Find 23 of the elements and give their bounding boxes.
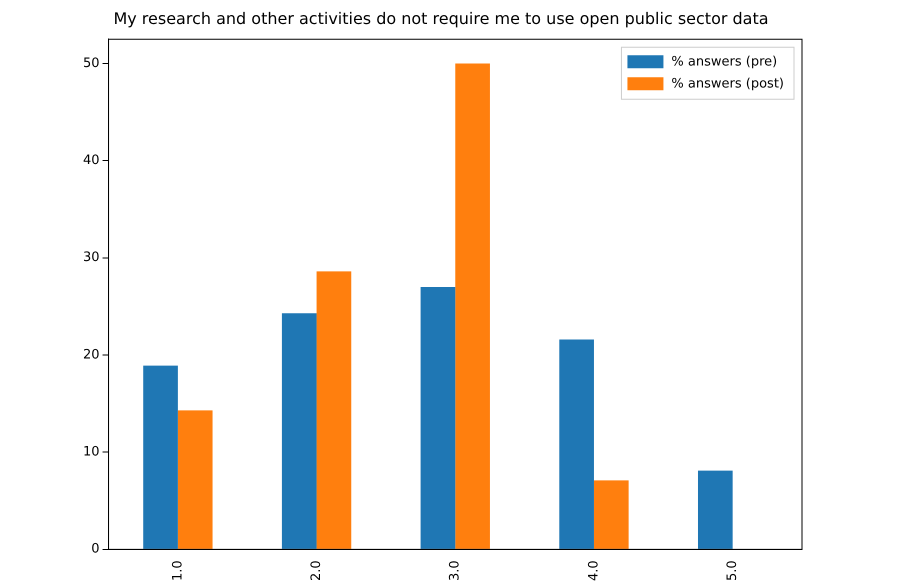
bar (698, 470, 733, 549)
y-tick-label: 30 (82, 250, 100, 266)
bar (178, 410, 213, 549)
x-tick-label: 2.0 (308, 560, 324, 582)
y-tick-label: 20 (82, 347, 100, 362)
x-tick-label: 3.0 (448, 560, 463, 582)
x-tick-label: 4.0 (586, 560, 602, 582)
legend-label: % answers (pre) (671, 54, 778, 70)
y-tick-label: 10 (82, 444, 100, 460)
bar (455, 63, 490, 549)
x-tick-label: 5.0 (725, 560, 740, 582)
bar (594, 480, 629, 549)
bar (143, 366, 178, 549)
bar (559, 339, 594, 549)
y-tick-label: 50 (82, 56, 100, 71)
bar (316, 271, 352, 549)
x-tick-label: 1.0 (170, 560, 186, 582)
y-tick-label: 0 (91, 542, 100, 557)
bar (282, 313, 317, 549)
chart-title: My research and other activities do not require me to use open public sector data (113, 8, 769, 28)
y-tick-label: 40 (82, 153, 100, 168)
legend-label: % answers (post) (671, 76, 784, 92)
bar (420, 286, 456, 549)
